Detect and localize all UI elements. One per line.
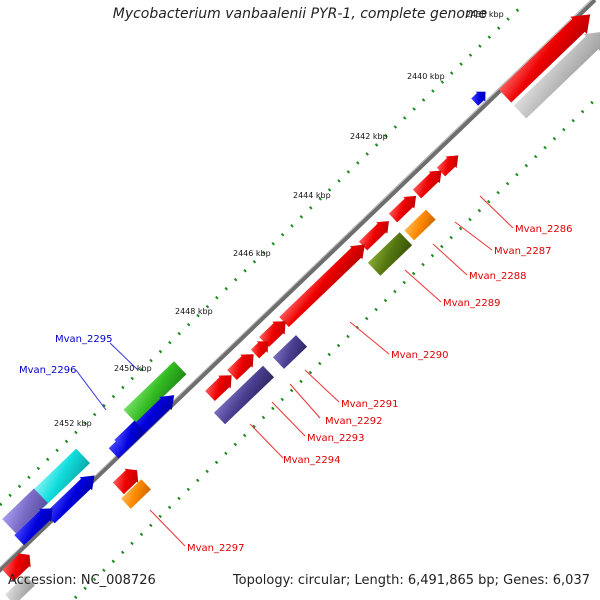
gene-label-mvan-2287[interactable]: Mvan_2287 bbox=[494, 246, 551, 257]
gene-arrow-gray-bottom[interactable] bbox=[5, 575, 35, 600]
gene-arrow-red-e[interactable] bbox=[249, 336, 273, 360]
genome-backbone bbox=[0, 0, 597, 573]
gene-block-green-mvan-2295[interactable] bbox=[123, 361, 187, 423]
gene-label-mvan-2286[interactable]: Mvan_2286 bbox=[515, 224, 572, 235]
page-title: Mycobacterium vanbaalenii PYR-1, complet… bbox=[112, 6, 488, 22]
inner-tick-dots bbox=[73, 93, 600, 600]
gene-arrow-blue-e[interactable] bbox=[13, 502, 59, 547]
leader-line-mvan-2287 bbox=[454, 221, 493, 251]
leader-line-mvan-2295 bbox=[109, 342, 139, 371]
gene-arrow-mvan-2286[interactable] bbox=[435, 150, 463, 178]
gene-label-mvan-2297[interactable]: Mvan_2297 bbox=[187, 543, 244, 554]
gene-arrow-red-h[interactable] bbox=[111, 463, 144, 495]
gene-arrow-red-bottom[interactable] bbox=[1, 548, 36, 583]
gene-block-orange-mvan-2288[interactable] bbox=[404, 209, 436, 241]
leader-line-mvan-2289 bbox=[404, 269, 442, 303]
gene-block-purple-mvan-2294[interactable] bbox=[213, 365, 275, 425]
gene-arrow-mvan-2287[interactable] bbox=[411, 165, 447, 200]
leader-line-mvan-2294 bbox=[249, 423, 284, 459]
gene-arrow-blue-d[interactable] bbox=[44, 469, 101, 525]
gene-label-mvan-2291[interactable]: Mvan_2291 bbox=[341, 399, 398, 410]
gene-block-purple-mvan-2291[interactable] bbox=[272, 335, 308, 369]
tick-label: 2446 kbp bbox=[233, 249, 271, 258]
gene-label-mvan-2294[interactable]: Mvan_2294 bbox=[283, 455, 340, 466]
leader-line-mvan-2297 bbox=[149, 509, 186, 547]
tick-label: 2444 kbp bbox=[293, 191, 331, 200]
leader-line-mvan-2296 bbox=[75, 369, 107, 411]
gene-arrow-red-c[interactable] bbox=[357, 215, 394, 251]
gene-block-lavender[interactable] bbox=[2, 488, 48, 534]
gene-arrow-red-b[interactable] bbox=[387, 190, 421, 224]
gene-label-mvan-2290[interactable]: Mvan_2290 bbox=[391, 350, 448, 361]
tick-label: 2440 kbp bbox=[407, 72, 445, 81]
gene-block-olive-mvan-2289[interactable] bbox=[367, 232, 413, 276]
leader-line-mvan-2293 bbox=[271, 401, 306, 437]
gene-arrow-gray-top[interactable] bbox=[512, 23, 600, 121]
leader-line-mvan-2292 bbox=[289, 383, 321, 419]
leader-line-mvan-2290 bbox=[349, 321, 390, 355]
tick-label: 2448 kbp bbox=[175, 307, 213, 316]
accession-text: Accession: NC_008726 bbox=[8, 573, 156, 588]
tick-label: 2452 kbp bbox=[54, 419, 92, 428]
gene-label-mvan-2292[interactable]: Mvan_2292 bbox=[325, 416, 382, 427]
gene-arrow-red-f[interactable] bbox=[226, 348, 260, 382]
gene-block-cyan[interactable] bbox=[29, 448, 91, 508]
gene-arrow-blue-c[interactable] bbox=[114, 420, 146, 452]
gene-block-orange-mvan-2297[interactable] bbox=[121, 479, 151, 509]
gene-arrow-red-d[interactable] bbox=[258, 315, 292, 349]
gene-label-mvan-2293[interactable]: Mvan_2293 bbox=[307, 433, 364, 444]
gene-arrow-red-g[interactable] bbox=[204, 369, 238, 403]
gene-label-mvan-2296[interactable]: Mvan_2296 bbox=[19, 365, 76, 376]
gene-arrow-red-top[interactable] bbox=[497, 6, 599, 105]
leader-line-mvan-2286 bbox=[479, 195, 514, 229]
gene-label-mvan-2288[interactable]: Mvan_2288 bbox=[469, 271, 526, 282]
tick-label: 2438 kbp bbox=[466, 10, 504, 19]
gene-label-mvan-2295[interactable]: Mvan_2295 bbox=[55, 334, 112, 345]
gene-label-mvan-2289[interactable]: Mvan_2289 bbox=[443, 298, 500, 309]
tick-label: 2442 kbp bbox=[350, 132, 388, 141]
leader-line-mvan-2288 bbox=[432, 243, 468, 276]
gene-arrow-blue-small[interactable] bbox=[470, 87, 491, 107]
genome-summary-text: Topology: circular; Length: 6,491,865 bp… bbox=[232, 573, 590, 588]
gene-arrow-mvan-2290[interactable] bbox=[278, 238, 371, 329]
leader-line-mvan-2291 bbox=[304, 369, 340, 403]
tick-label: 2450 kbp bbox=[114, 364, 152, 373]
genome-backbone-highlight bbox=[0, 0, 592, 568]
